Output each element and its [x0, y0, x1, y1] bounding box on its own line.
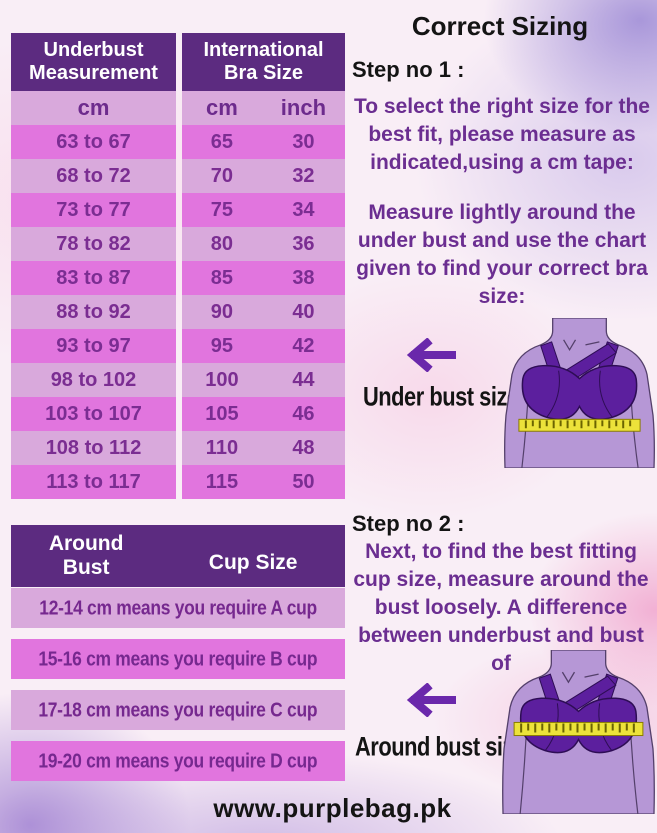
size-cm: 95 [210, 334, 234, 357]
torso-aroundbust-illustration-icon [500, 649, 657, 819]
size-inch: 34 [292, 198, 315, 221]
left-arrow-icon [406, 682, 457, 722]
underbust-range: 103 to 107 [45, 402, 142, 425]
underbust-range: 83 to 87 [56, 266, 131, 289]
step2-label: Step no 2 : [352, 511, 465, 536]
table-row: 68 to 72 [11, 159, 176, 193]
size-cm: 90 [210, 300, 234, 323]
cup-rule-text: 17-18 cm means you require C cup [38, 698, 318, 721]
underbust-table: Underbust Measurement cm 63 to 67 68 to … [11, 33, 176, 499]
step1-label: Step no 1 : [352, 57, 465, 82]
underbust-range: 98 to 102 [50, 368, 137, 391]
cup-rule-row: 17-18 cm means you require C cup [11, 690, 345, 730]
size-cm: 80 [210, 232, 234, 255]
table-row: 98 to 102 [11, 363, 176, 397]
table-row: 88 to 92 [11, 295, 176, 329]
table-row: 63 to 67 [11, 125, 176, 159]
size-inch: 38 [292, 266, 315, 289]
underbust-header-label: Underbust Measurement [29, 39, 158, 84]
table-row: 100 44 [182, 363, 345, 397]
cup-rule-row: 19-20 cm means you require D cup [11, 741, 345, 781]
table-row: 83 to 87 [11, 261, 176, 295]
underbust-unit-row: cm [11, 91, 176, 125]
size-cm: 100 [205, 368, 239, 391]
size-inch: 40 [292, 300, 315, 323]
size-inch: 44 [292, 368, 315, 391]
table-row: 113 to 117 [11, 465, 176, 499]
table-row: 108 to 112 [11, 431, 176, 465]
table-row: 90 40 [182, 295, 345, 329]
size-inch: 36 [292, 232, 315, 255]
cup-rule-row: 12-14 cm means you require A cup [11, 588, 345, 628]
table-row: 65 30 [182, 125, 345, 159]
cup-rule-text: 12-14 cm means you require A cup [39, 596, 317, 619]
size-cm: 85 [210, 266, 234, 289]
bra-size-table: International Bra Size cm inch 65 30 70 32… [182, 33, 345, 499]
bra-size-header-label: International Bra Size [203, 39, 324, 84]
aroundbust-caption: Around bust size [355, 730, 525, 762]
website-url: www.purplebag.pk [213, 793, 452, 823]
table-row: 103 to 107 [11, 397, 176, 431]
table-row: 70 32 [182, 159, 345, 193]
size-inch: 50 [292, 470, 315, 493]
size-cm: 105 [205, 402, 239, 425]
underbust-range: 93 to 97 [56, 334, 131, 357]
underbust-range: 63 to 67 [56, 130, 131, 153]
cup-rule-row: 15-16 cm means you require B cup [11, 639, 345, 679]
size-inch: 30 [292, 130, 315, 153]
size-cm: 70 [210, 164, 234, 187]
table-row: 78 to 82 [11, 227, 176, 261]
torso-underbust-illustration-icon [502, 317, 657, 473]
underbust-range: 78 to 82 [56, 232, 131, 255]
cup-rule-text: 15-16 cm means you require B cup [38, 647, 318, 670]
underbust-range: 113 to 117 [46, 470, 141, 493]
cup-table-header: Around Bust Cup Size [11, 525, 345, 587]
unit-inch-label: inch [280, 95, 327, 120]
cup-size-header-label: Cup Size [208, 551, 298, 574]
size-cm: 75 [210, 198, 234, 221]
underbust-range: 68 to 72 [56, 164, 131, 187]
bra-size-table-header: International Bra Size [182, 33, 345, 91]
unit-cm-label: cm [206, 95, 238, 120]
step2-paragraph-of: of [491, 652, 511, 675]
left-arrow-icon [406, 337, 457, 377]
underbust-range: 73 to 77 [56, 198, 131, 221]
table-row: 93 to 97 [11, 329, 176, 363]
step1-paragraph-1: To select the right size for the best fi… [354, 95, 650, 174]
table-row: 95 42 [182, 329, 345, 363]
underbust-table-header: Underbust Measurement [11, 33, 176, 91]
size-inch: 42 [292, 334, 315, 357]
size-inch: 46 [292, 402, 315, 425]
table-row: 73 to 77 [11, 193, 176, 227]
step2-paragraph-text: Next, to find the best fitting cup size,… [353, 540, 649, 647]
unit-cm-label: cm [77, 95, 110, 120]
step1-paragraph-2: Measure lightly around the under bust an… [356, 201, 648, 308]
size-cm: 65 [210, 130, 234, 153]
underbust-range: 88 to 92 [56, 300, 131, 323]
bra-size-unit-row: cm inch [182, 91, 345, 125]
size-inch: 32 [292, 164, 315, 187]
table-row: 110 48 [182, 431, 345, 465]
table-row: 115 50 [182, 465, 345, 499]
underbust-range: 108 to 112 [45, 436, 142, 459]
step2-paragraph: Next, to find the best fitting cup size,… [347, 538, 655, 678]
table-row: 80 36 [182, 227, 345, 261]
size-inch: 48 [292, 436, 315, 459]
size-cm: 115 [205, 470, 239, 493]
cup-size-table: Around Bust Cup Size 12-14 cm means you … [11, 525, 345, 785]
size-cm: 110 [205, 436, 239, 459]
underbust-caption: Under bust size [363, 380, 519, 412]
table-row: 105 46 [182, 397, 345, 431]
cup-rule-text: 19-20 cm means you require D cup [38, 749, 318, 772]
table-row: 75 34 [182, 193, 345, 227]
page-title: Correct Sizing [411, 11, 589, 41]
around-bust-header-label: Around Bust [48, 532, 124, 579]
table-row: 85 38 [182, 261, 345, 295]
